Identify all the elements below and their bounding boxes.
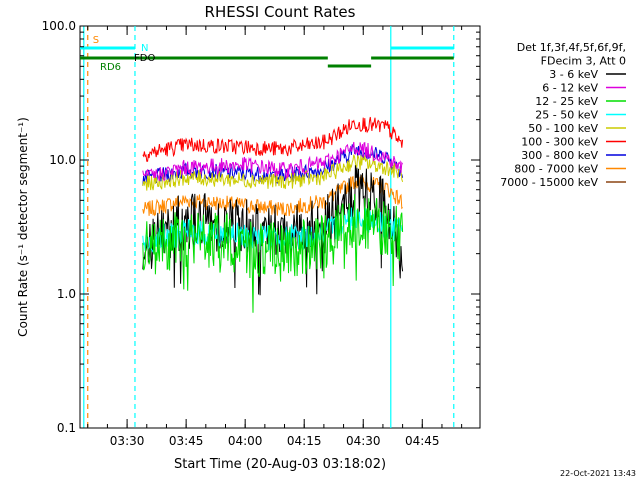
x-tick-label: 04:30: [346, 434, 381, 448]
series-group: [142, 116, 404, 313]
legend-header: Det 1f,3f,4f,5f,6f,9f,: [517, 41, 626, 54]
status-bar-segment: [371, 56, 454, 60]
status-bar-label: N: [141, 43, 148, 54]
y-tick-label: 100.0: [42, 19, 76, 33]
legend-label: 3 - 6 keV: [549, 68, 598, 81]
legend-label: 12 - 25 keV: [535, 95, 598, 108]
series-line: [142, 154, 404, 191]
series-line: [142, 175, 403, 218]
chart-title: RHESSI Count Rates: [205, 3, 356, 21]
legend: Det 1f,3f,4f,5f,6f,9f,FDecim 3, Att 03 -…: [500, 41, 626, 189]
status-bar-segment: [390, 46, 454, 50]
status-bar-label: FDO: [134, 53, 155, 64]
y-axis-ticks: 0.1 1.0 10.0 100.0: [42, 19, 480, 435]
x-axis-label: Start Time (20-Aug-03 03:18:02): [174, 457, 386, 472]
x-tick-label: 03:45: [169, 434, 204, 448]
y-tick-label: 0.1: [57, 421, 76, 435]
status-bar-segment: [80, 46, 135, 50]
legend-label: 25 - 50 keV: [535, 109, 598, 122]
status-bar-label: RD6: [100, 62, 121, 73]
x-tick-label: 04:15: [287, 434, 322, 448]
legend-label: 7000 - 15000 keV: [500, 176, 598, 189]
series-line: [142, 141, 404, 182]
y-tick-label: 1.0: [57, 287, 76, 301]
vertical-marker-label: S: [93, 35, 99, 46]
series-line: [142, 206, 403, 254]
series-line: [142, 194, 404, 313]
legend-header: FDecim 3, Att 0: [541, 55, 626, 68]
footer-date: 22-Oct-2021 13:43: [560, 469, 636, 478]
series-line: [142, 116, 404, 162]
x-tick-label: 03:30: [110, 434, 145, 448]
plot-area-border: [79, 25, 481, 429]
x-tick-label: 04:00: [228, 434, 263, 448]
legend-label: 300 - 800 keV: [521, 149, 598, 162]
status-bar-segment: [327, 64, 372, 68]
legend-label: 800 - 7000 keV: [514, 163, 598, 176]
y-tick-label: 10.0: [49, 153, 76, 167]
legend-label: 6 - 12 keV: [542, 82, 598, 95]
x-tick-label: 04:45: [405, 434, 440, 448]
y-axis-label: Count Rate (s⁻¹ detector segment⁻¹): [16, 117, 30, 337]
x-axis-ticks: 03:30 03:45 04:00 04:15 04:30 04:45: [87, 26, 463, 448]
legend-label: 100 - 300 keV: [521, 136, 598, 149]
legend-label: 50 - 100 keV: [528, 122, 598, 135]
status-bar-segment: [80, 56, 328, 60]
